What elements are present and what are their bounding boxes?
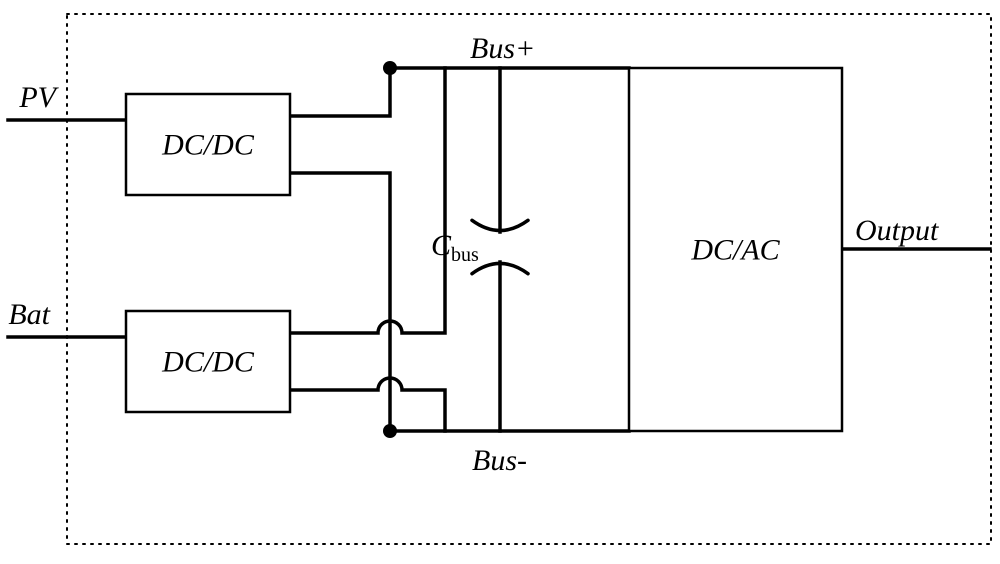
node-bus-pos	[383, 61, 397, 75]
label-bus-pos: Bus+	[470, 32, 535, 65]
block-dcac-label: DC/AC	[690, 234, 780, 267]
wire-dcdc2-to-bus-neg	[290, 378, 445, 431]
label-cbus: Cbus	[431, 229, 479, 266]
label-bus-neg: Bus-	[472, 444, 527, 477]
wire-dcdc1-to-bus-neg	[290, 173, 390, 431]
wire-dcdc1-to-bus-pos	[290, 68, 390, 116]
block-dcdc-pv-label: DC/DC	[161, 129, 255, 162]
label-bat: Bat	[8, 298, 50, 331]
block-dcdc-bat-label: DC/DC	[161, 346, 255, 379]
node-bus-neg	[383, 424, 397, 438]
label-output: Output	[855, 214, 939, 247]
wire-dcdc2-to-bus-pos	[290, 68, 445, 333]
label-pv: PV	[18, 81, 59, 114]
